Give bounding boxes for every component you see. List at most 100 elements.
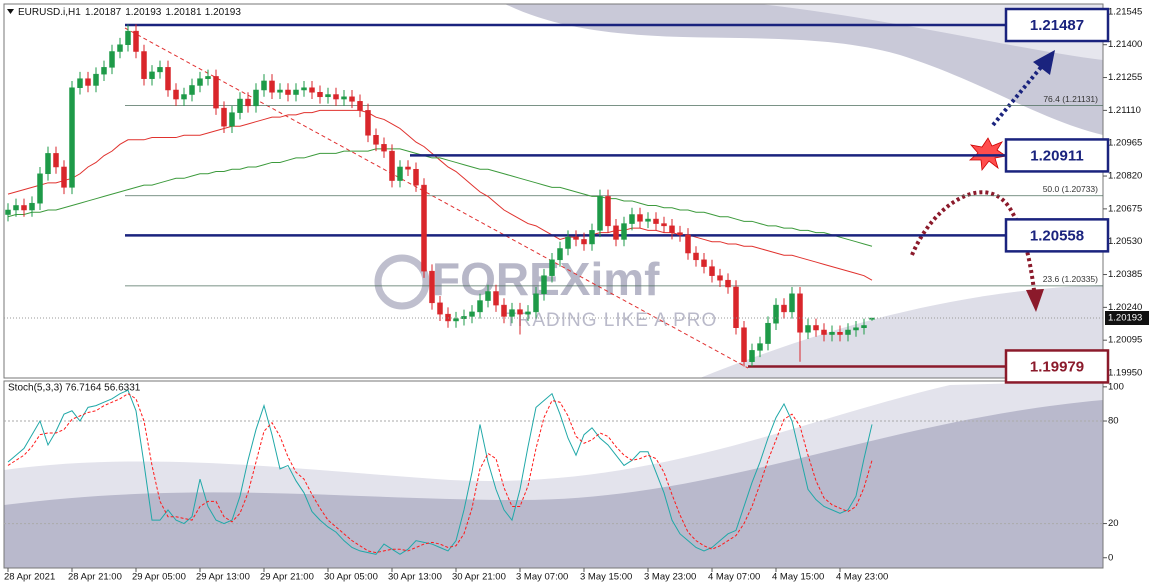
candle-body [773,304,779,324]
y-tick-label: 80 [1108,416,1119,427]
candle-body [789,293,795,313]
candle-body [125,30,131,45]
current-price-label: 1.20193 [1108,313,1142,324]
symbol-header: EURUSD.i,H1 1.20187 1.20193 1.20181 1.20193 [18,7,241,18]
candle-body [397,166,403,181]
candle-body [269,80,275,93]
candle-body [597,196,603,231]
candle-body [469,311,475,317]
x-tick-label: 30 Apr 05:00 [324,572,378,583]
level-label: 1.21487 [1030,17,1084,34]
candle-body [141,51,147,79]
candle-body [373,135,379,145]
x-tick-label: 3 May 07:00 [516,572,568,583]
fib-label: 50.0 (1.20733) [1043,184,1098,194]
candle-body [581,239,587,245]
x-tick-label: 29 Apr 05:00 [132,572,186,583]
candle-body [861,325,867,328]
level-label: 1.20558 [1030,227,1084,244]
candle-body [805,325,811,333]
candle-body [485,291,491,301]
candle-body [109,51,115,68]
level-box [1004,218,1110,253]
candle-body [173,89,179,100]
candle-body [557,248,563,261]
symbol: EURUSD.i,H1 [18,7,81,18]
candle-body [781,304,787,313]
candle-body [629,214,635,224]
x-tick-label: 28 Apr 21:00 [68,572,122,583]
candle-body [221,107,227,127]
level-label: 1.19979 [1030,358,1084,375]
candle-body [37,173,43,204]
candle-body [477,300,483,313]
watermark-logo [374,254,430,310]
stochastic-line [7,393,873,554]
candle-body [725,279,731,288]
candle-body [45,153,51,175]
candle-body [61,166,67,188]
candle-body [13,205,19,211]
candle-body [573,236,579,240]
candle-body [189,85,195,95]
candle-body [421,184,427,272]
swoosh [505,4,1103,135]
candle-body [21,205,27,211]
candle-body [277,89,283,93]
candle-body [509,309,515,317]
candle-body [157,67,163,73]
y-tick-label: 1.20820 [1108,171,1142,182]
candle-body [653,218,659,224]
y-tick-label: 1.21545 [1108,6,1142,17]
y-tick-label: 1.21110 [1108,105,1141,116]
y-tick-label: 100 [1108,381,1124,392]
candle-body [197,78,203,86]
candle-body [261,80,267,91]
candle-body [53,153,59,168]
candle-body [413,168,419,186]
candle-body [429,270,435,304]
candle-body [693,252,699,261]
candle-body [237,98,243,113]
candle-body [389,150,395,181]
candle-body [349,96,355,102]
candle-body [333,94,339,100]
candle-body [677,232,683,236]
candle-body [365,110,371,136]
arrow-curve [910,190,1036,291]
candle-body [357,101,363,111]
candle-body [285,89,291,95]
menu-triangle[interactable] [7,9,14,14]
candle-body [717,275,723,281]
x-tick-label: 28 Apr 2021 [4,572,55,583]
candle-body [85,78,91,86]
candle-body [605,196,611,227]
candle-body [325,94,331,98]
fib-label: 76.4 (1.21131) [1043,94,1098,104]
x-tick-label: 29 Apr 13:00 [196,572,250,583]
candle-body [685,234,691,254]
candle-body [621,223,627,240]
current-price-box [1105,311,1149,325]
candle-body [797,293,803,333]
indicator-frame [3,380,1104,569]
y-tick-label: 1.20965 [1108,138,1142,149]
candle-body [309,87,315,93]
candle-body [229,112,235,127]
candle-body [733,286,739,328]
candle-body [813,325,819,331]
candle-body [837,332,843,335]
candle-body [317,92,323,98]
close-value: 1.20193 [205,7,242,18]
x-tick-label: 30 Apr 21:00 [452,572,506,583]
level-box [1004,7,1110,43]
candle-body [565,236,571,249]
candle-body [437,302,443,315]
candle-body [293,89,299,95]
candle-body [821,329,827,335]
candle-body [165,67,171,91]
y-tick-label: 20 [1108,518,1119,529]
arrow-up [991,64,1044,127]
fib-label: 23.6 (1.20335) [1043,274,1098,284]
y-tick-label: 1.20385 [1108,269,1142,280]
